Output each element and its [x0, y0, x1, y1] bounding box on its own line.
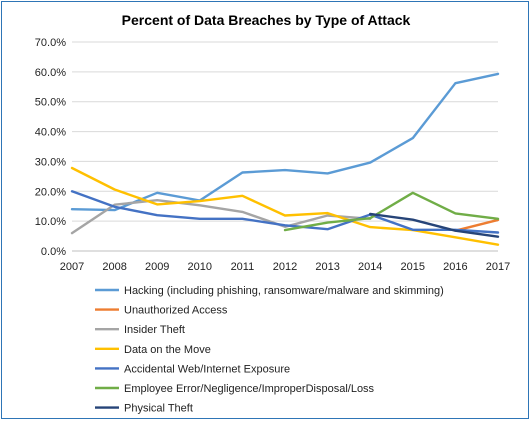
y-tick-label: 30.0%	[35, 156, 66, 168]
series-line	[454, 218, 500, 232]
y-tick-label: 50.0%	[35, 97, 66, 109]
legend-label: Physical Theft	[124, 403, 193, 415]
series-line	[70, 199, 372, 235]
series-line	[70, 72, 500, 212]
legend-item: Accidental Web/Internet Exposure	[95, 363, 290, 375]
legend-label: Unauthorized Access	[124, 305, 228, 317]
x-tick-label: 2017	[486, 261, 510, 273]
x-tick-label: 2009	[145, 261, 169, 273]
x-tick-label: 2012	[273, 261, 297, 273]
x-tick-label: 2014	[358, 261, 382, 273]
legend: Hacking (including phishing, ransomware/…	[95, 285, 444, 415]
y-tick-label: 40.0%	[35, 127, 66, 139]
legend-label: Insider Theft	[124, 324, 185, 336]
x-tick-label: 2010	[188, 261, 212, 273]
legend-item: Physical Theft	[95, 403, 193, 415]
series-line	[70, 166, 500, 246]
legend-item: Employee Error/Negligence/ImproperDispos…	[95, 383, 375, 395]
y-axis-ticks: 0.0% 10.0% 20.0% 30.0% 40.0% 50.0% 60.0% 70.0%	[35, 37, 66, 258]
x-tick-label: 2011	[231, 261, 255, 273]
x-tick-label: 2013	[315, 261, 339, 273]
y-tick-label: 0.0%	[41, 246, 66, 258]
y-tick-label: 60.0%	[35, 67, 66, 79]
series-line	[283, 191, 500, 232]
legend-item: Unauthorized Access	[95, 305, 228, 317]
legend-item: Data on the Move	[95, 344, 211, 356]
y-tick-label: 10.0%	[35, 216, 66, 228]
y-tick-label: 20.0%	[35, 186, 66, 198]
gridlines	[72, 41, 498, 222]
series-lines	[70, 72, 500, 246]
legend-label: Hacking (including phishing, ransomware/…	[124, 285, 444, 297]
chart-title: Percent of Data Breaches by Type of Atta…	[122, 12, 411, 28]
x-tick-label: 2007	[60, 261, 84, 273]
x-tick-label: 2015	[401, 261, 425, 273]
legend-item: Hacking (including phishing, ransomware/…	[95, 285, 444, 297]
x-tick-label: 2008	[102, 261, 126, 273]
legend-item: Insider Theft	[95, 324, 185, 336]
legend-label: Employee Error/Negligence/ImproperDispos…	[124, 383, 375, 395]
series-line	[369, 212, 500, 238]
x-tick-label: 2016	[443, 261, 467, 273]
series-line	[70, 190, 500, 234]
y-tick-label: 70.0%	[35, 37, 66, 49]
legend-label: Data on the Move	[124, 344, 211, 356]
x-axis-ticks: 2007 2008 2009 2010 2011 2012 2013 2014 2015 2016…	[60, 261, 510, 273]
legend-label: Accidental Web/Internet Exposure	[124, 363, 290, 375]
